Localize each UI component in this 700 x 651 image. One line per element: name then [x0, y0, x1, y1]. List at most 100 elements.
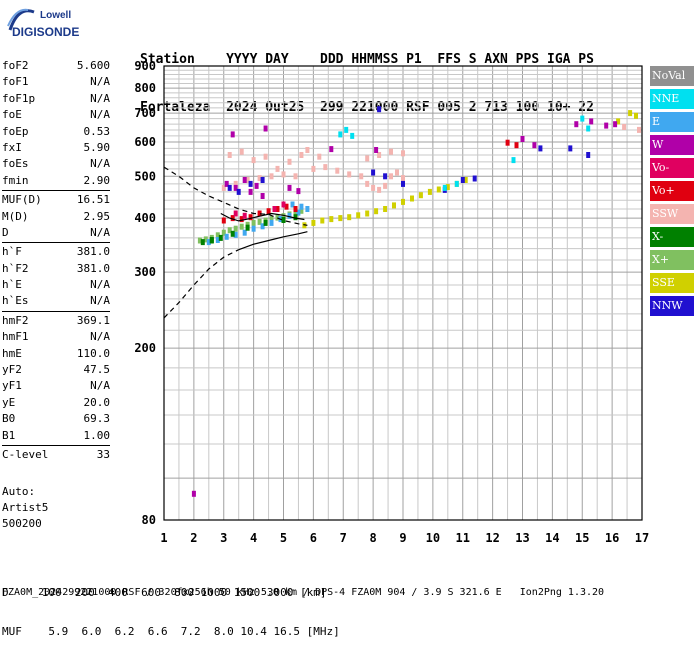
distance-row: D 100 200 400 600 800 1000 1500 3000 [km… [2, 586, 327, 599]
echo-point-nnw [538, 145, 543, 152]
auto-code: 500200 [2, 517, 42, 530]
param-name: foF1 [2, 75, 29, 89]
echo-point-ssw [371, 184, 376, 191]
param-value: N/A [90, 294, 110, 308]
echo-point-ssw [377, 152, 382, 158]
param-row: h`Es N/A [2, 293, 110, 309]
echo-point-ssw [347, 171, 352, 178]
echo-point-w [296, 188, 301, 195]
echo-point-sse [392, 202, 396, 209]
y-tick-label: 700 [134, 106, 156, 120]
echo-point-sse [320, 217, 325, 224]
legend-item-nne: NNE [650, 89, 694, 109]
file-info-footer: FZA0M_2024299221000.RSF / 320fx256h 50 k… [2, 587, 605, 598]
legend-item-x: X- [650, 227, 694, 247]
echo-point-x [221, 229, 226, 236]
echo-point-nne [442, 184, 447, 191]
echo-point-vo [505, 139, 510, 146]
echo-point-x [293, 209, 298, 216]
echo-point-e [224, 233, 229, 240]
echo-point-ssw [401, 175, 405, 182]
echo-point-x [230, 230, 235, 237]
param-row: fxI 5.90 [2, 140, 110, 156]
echo-point-ssw [287, 158, 292, 165]
echo-point-nnw [472, 175, 477, 182]
echo-point-vo [230, 215, 235, 222]
echo-point-x [257, 218, 262, 225]
param-name: foE [2, 108, 22, 122]
param-value: N/A [90, 330, 110, 344]
echo-point-x [203, 236, 208, 243]
legend-item-w: W [650, 135, 694, 155]
param-row: yF2 47.5 [2, 362, 110, 378]
param-name: h`Es [2, 294, 29, 308]
echo-point-ssw [377, 186, 382, 193]
echo-point-e [290, 201, 295, 208]
param-value: 0.53 [83, 124, 111, 138]
echo-point-e [233, 231, 238, 238]
param-value: 47.5 [83, 363, 111, 377]
param-row: M(D) 2.95 [2, 209, 110, 225]
echo-point-sse [329, 216, 334, 223]
param-row: MUF(D) 16.51 [2, 192, 110, 208]
param-name: D [2, 225, 9, 239]
y-tick-label: 600 [134, 135, 156, 149]
echo-point-nnw [460, 177, 465, 183]
ionogram-chart: 1 2 3 4 5 6 7 8 9 10 11 12 13 14 15 16 17802003004005006… [134, 60, 649, 545]
autoscaling-info: Auto: Artist5 500200 [2, 484, 48, 532]
y-tick-label: 500 [134, 169, 156, 183]
param-value: N/A [90, 75, 110, 89]
echo-point-x [281, 213, 286, 220]
param-value: 2.90 [83, 173, 111, 187]
echo-point-nnw [236, 188, 241, 195]
echo-point-w [230, 131, 235, 138]
echo-point-vo [233, 210, 238, 217]
param-value: 1.00 [83, 428, 111, 442]
legend-item-ssw: SSW [650, 204, 694, 224]
param-name: fmin [2, 173, 29, 187]
param-name: foF2 [2, 59, 29, 72]
echo-point-w [260, 193, 265, 199]
param-value: 381.0 [76, 261, 110, 275]
echo-point-e [305, 206, 310, 212]
param-value: 2.95 [83, 209, 111, 223]
param-row: hmF2 369.1 [2, 313, 110, 329]
echo-point-ssw [221, 184, 226, 191]
echo-point-vo [275, 206, 280, 212]
echo-point-ssw [293, 173, 298, 180]
echo-point-w [233, 184, 238, 191]
echo-point-x [239, 223, 244, 230]
param-value: 16.51 [76, 193, 110, 207]
echo-point-ssw [389, 173, 393, 180]
echo-point-sse [463, 177, 468, 183]
legend-item-nnw: NNW [650, 296, 694, 316]
x-tick-label: 16 [605, 531, 619, 545]
legend-item-sse: SSE [650, 273, 694, 293]
param-value: 381.0 [76, 245, 110, 259]
x-tick-label: 3 [220, 531, 227, 545]
echo-point-e [260, 223, 265, 230]
y-tick-label: 80 [142, 513, 156, 527]
param-separator [2, 242, 110, 244]
echo-point-w [329, 146, 334, 153]
echo-point-ssw [233, 180, 238, 187]
param-separator [2, 190, 110, 192]
legend: NoVal NNE E W Vo- Vo+ SSW X- X+ SSE NNW [650, 66, 694, 319]
x-tick-label: 17 [635, 531, 649, 545]
param-row: hmF1 N/A [2, 329, 110, 345]
param-value: 5.90 [83, 140, 111, 154]
param-row: foF1p N/A [2, 91, 110, 107]
x-tick-label: 7 [340, 531, 347, 545]
legend-item-e: E [650, 112, 694, 132]
echo-point-x [245, 224, 250, 231]
echo-point-ssw [269, 173, 274, 180]
param-value: 369.1 [76, 313, 110, 327]
param-name: h`F2 [2, 261, 29, 275]
echo-point-w [248, 188, 253, 195]
muf-distance-table: D 100 200 400 600 800 1000 1500 3000 [km… [2, 560, 340, 651]
echo-point-nnw [377, 106, 382, 113]
profile-trace-solid [238, 231, 308, 251]
param-row: h`F 381.0 [2, 244, 110, 260]
echo-point-nne [586, 125, 591, 132]
param-value: N/A [90, 278, 110, 292]
